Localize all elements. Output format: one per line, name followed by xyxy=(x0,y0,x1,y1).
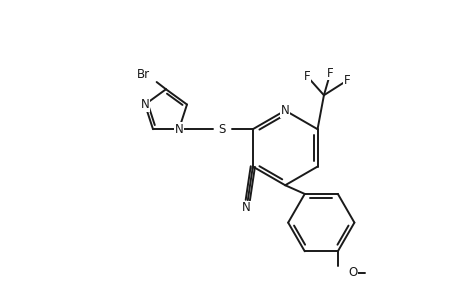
Text: N: N xyxy=(280,104,289,117)
Text: F: F xyxy=(303,70,309,83)
Text: O: O xyxy=(348,266,357,279)
Text: N: N xyxy=(140,98,149,111)
Text: F: F xyxy=(343,74,350,87)
Text: N: N xyxy=(242,201,251,214)
Text: S: S xyxy=(218,123,225,136)
Text: Br: Br xyxy=(137,68,150,81)
Text: N: N xyxy=(174,123,183,136)
Text: F: F xyxy=(326,67,333,80)
